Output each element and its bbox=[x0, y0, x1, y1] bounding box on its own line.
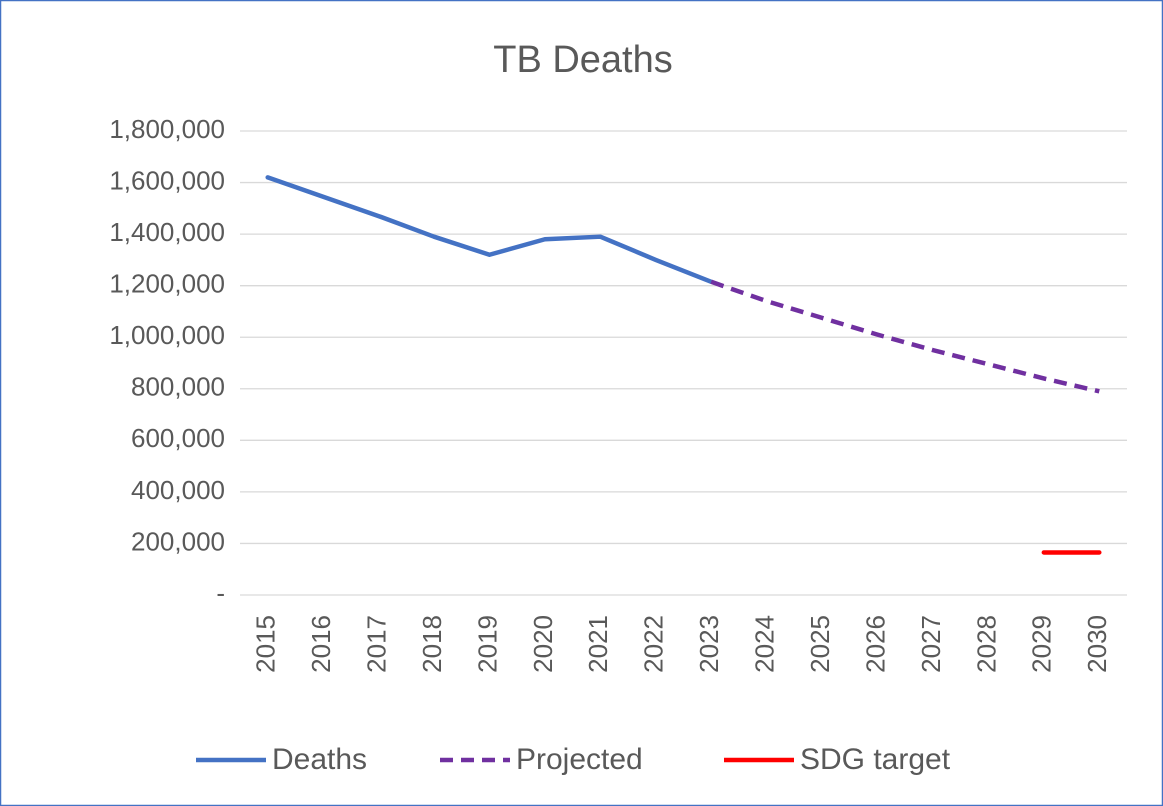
series-line bbox=[265, 175, 714, 285]
x-tick-label: 2028 bbox=[971, 615, 1001, 673]
x-tick-label: 2016 bbox=[306, 615, 336, 673]
series-line bbox=[710, 279, 1100, 394]
y-tick-label: 400,000 bbox=[131, 475, 225, 505]
legend-label: Projected bbox=[516, 743, 643, 776]
legend-label: SDG target bbox=[800, 743, 951, 776]
x-tick-label: 2023 bbox=[694, 615, 724, 673]
x-tick-label: 2021 bbox=[583, 615, 613, 673]
y-tick-label: 1,000,000 bbox=[109, 320, 225, 350]
y-tick-label: 1,800,000 bbox=[109, 114, 225, 144]
x-tick-label: 2030 bbox=[1082, 615, 1112, 673]
y-tick-label: - bbox=[216, 578, 225, 608]
x-tick-label: 2017 bbox=[361, 615, 391, 673]
x-tick-label: 2024 bbox=[750, 615, 780, 673]
x-tick-label: 2029 bbox=[1027, 615, 1057, 673]
legend-label: Deaths bbox=[272, 743, 367, 776]
x-tick-label: 2015 bbox=[251, 615, 281, 673]
x-tick-label: 2022 bbox=[639, 615, 669, 673]
y-tick-label: 800,000 bbox=[131, 372, 225, 402]
y-tick-label: 1,400,000 bbox=[109, 217, 225, 247]
x-tick-label: 2019 bbox=[472, 615, 502, 673]
y-tick-label: 200,000 bbox=[131, 526, 225, 556]
x-tick-label: 2018 bbox=[417, 615, 447, 673]
y-tick-label: 600,000 bbox=[131, 423, 225, 453]
x-tick-label: 2025 bbox=[805, 615, 835, 673]
x-tick-label: 2020 bbox=[528, 615, 558, 673]
x-tick-label: 2026 bbox=[860, 615, 890, 673]
y-tick-label: 1,600,000 bbox=[109, 165, 225, 195]
y-tick-label: 1,200,000 bbox=[109, 269, 225, 299]
x-tick-label: 2027 bbox=[916, 615, 946, 673]
chart-title: TB Deaths bbox=[493, 39, 673, 81]
